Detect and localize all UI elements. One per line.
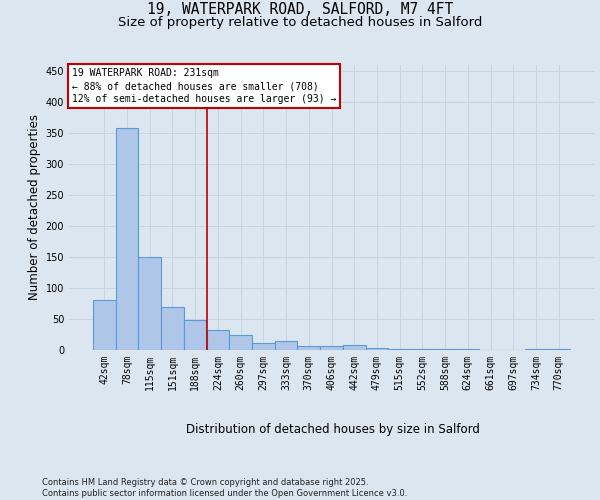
Bar	[320, 346, 343, 350]
Bar	[116, 128, 139, 350]
Bar	[547, 349, 570, 350]
Bar	[229, 334, 252, 350]
Bar	[388, 349, 411, 350]
Text: Contains HM Land Registry data © Crown copyright and database right 2025.
Contai: Contains HM Land Registry data © Crown c…	[42, 478, 407, 498]
Bar	[365, 348, 388, 350]
Text: 19, WATERPARK ROAD, SALFORD, M7 4FT: 19, WATERPARK ROAD, SALFORD, M7 4FT	[147, 2, 453, 18]
Text: Distribution of detached houses by size in Salford: Distribution of detached houses by size …	[186, 422, 480, 436]
Bar	[275, 340, 298, 350]
Bar	[298, 346, 320, 350]
Bar	[206, 330, 229, 350]
Bar	[161, 306, 184, 350]
Text: 19 WATERPARK ROAD: 231sqm
← 88% of detached houses are smaller (708)
12% of semi: 19 WATERPARK ROAD: 231sqm ← 88% of detac…	[71, 68, 336, 104]
Bar	[343, 345, 365, 350]
Text: Size of property relative to detached houses in Salford: Size of property relative to detached ho…	[118, 16, 482, 29]
Bar	[139, 257, 161, 350]
Y-axis label: Number of detached properties: Number of detached properties	[28, 114, 41, 300]
Bar	[184, 320, 206, 350]
Bar	[93, 300, 116, 350]
Bar	[252, 342, 275, 350]
